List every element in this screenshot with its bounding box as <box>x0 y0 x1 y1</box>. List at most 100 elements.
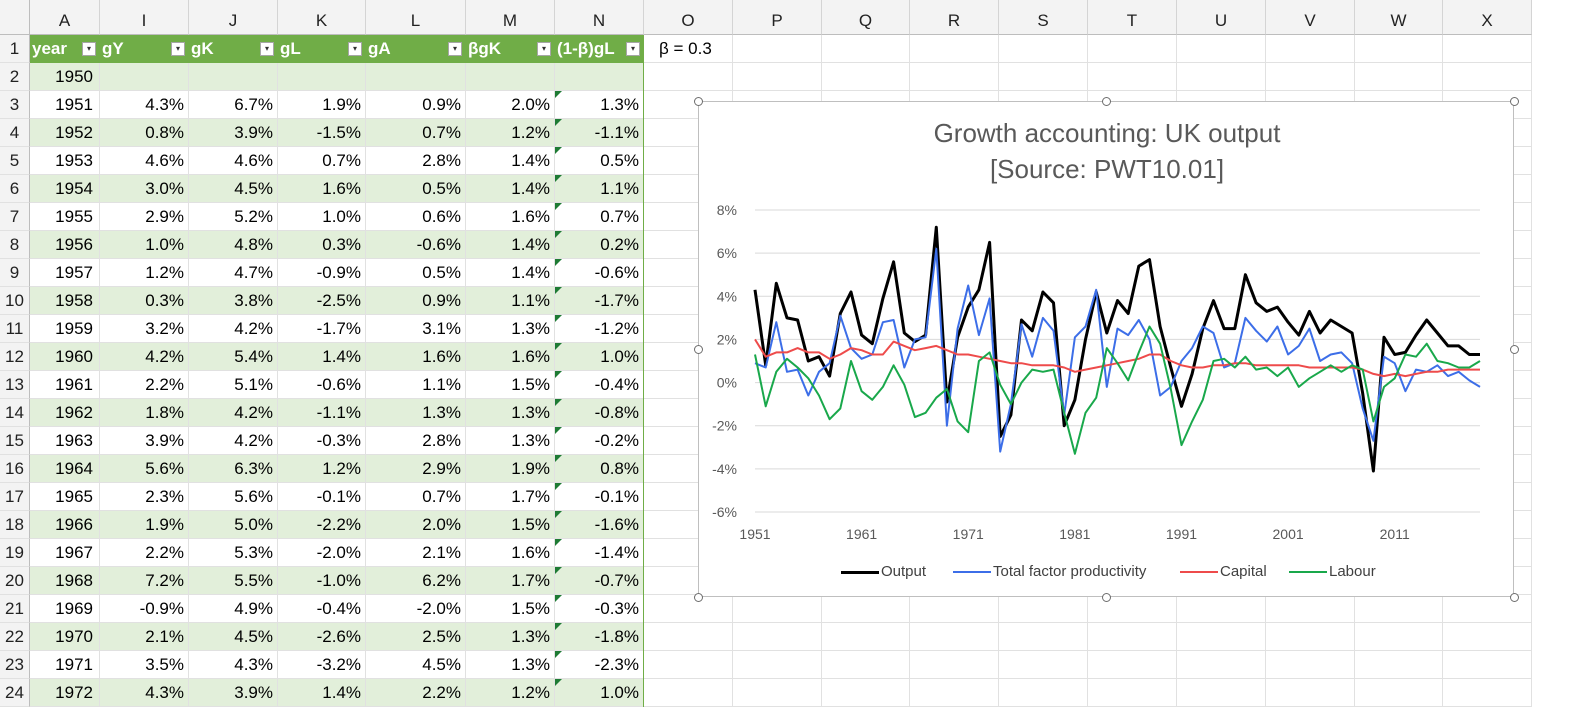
data-cell[interactable]: 0.3% <box>278 231 366 259</box>
empty-cell[interactable] <box>910 651 999 679</box>
data-cell[interactable]: 1.7% <box>466 483 555 511</box>
empty-cell[interactable] <box>1177 35 1266 63</box>
data-cell[interactable]: 4.2% <box>189 427 278 455</box>
empty-cell[interactable] <box>999 679 1088 707</box>
column-header[interactable]: J <box>189 0 278 35</box>
data-cell[interactable]: 0.9% <box>366 287 466 315</box>
select-all-corner[interactable] <box>0 0 30 35</box>
data-cell[interactable]: -2.3% <box>555 651 644 679</box>
empty-cell[interactable] <box>1266 623 1355 651</box>
row-header[interactable]: 24 <box>0 679 30 707</box>
data-cell[interactable]: 1.2% <box>466 679 555 707</box>
year-cell[interactable]: 1956 <box>30 231 100 259</box>
empty-cell[interactable] <box>733 679 822 707</box>
data-cell[interactable]: -1.0% <box>278 567 366 595</box>
data-cell[interactable]: 0.7% <box>278 147 366 175</box>
year-cell[interactable]: 1971 <box>30 651 100 679</box>
row-header[interactable]: 11 <box>0 315 30 343</box>
resize-handle-bottom-middle[interactable] <box>1102 593 1111 602</box>
year-cell[interactable]: 1970 <box>30 623 100 651</box>
data-cell[interactable]: 3.1% <box>366 315 466 343</box>
resize-handle-top-right[interactable] <box>1510 97 1519 106</box>
data-cell[interactable]: 2.9% <box>366 455 466 483</box>
empty-cell[interactable] <box>1177 623 1266 651</box>
year-cell[interactable]: 1950 <box>30 63 100 91</box>
data-cell[interactable]: 1.9% <box>466 455 555 483</box>
data-cell[interactable]: 4.2% <box>100 343 189 371</box>
empty-cell[interactable] <box>1266 651 1355 679</box>
empty-cell[interactable] <box>1177 679 1266 707</box>
data-cell[interactable]: 3.9% <box>189 679 278 707</box>
data-cell[interactable]: 0.8% <box>555 455 644 483</box>
row-header[interactable]: 10 <box>0 287 30 315</box>
empty-cell[interactable] <box>1088 63 1177 91</box>
data-cell[interactable]: 1.3% <box>366 399 466 427</box>
data-cell[interactable]: -0.4% <box>278 595 366 623</box>
data-cell[interactable]: 3.9% <box>100 427 189 455</box>
data-cell[interactable]: -1.1% <box>278 399 366 427</box>
data-cell[interactable]: 2.9% <box>100 203 189 231</box>
data-cell[interactable]: 0.5% <box>366 175 466 203</box>
row-header[interactable]: 2 <box>0 63 30 91</box>
empty-cell[interactable] <box>733 595 822 623</box>
year-cell[interactable]: 1954 <box>30 175 100 203</box>
data-cell[interactable]: 4.3% <box>189 651 278 679</box>
data-cell[interactable]: -2.0% <box>366 595 466 623</box>
data-cell[interactable]: 6.7% <box>189 91 278 119</box>
empty-cell[interactable] <box>1088 651 1177 679</box>
row-header[interactable]: 1 <box>0 35 30 63</box>
data-cell[interactable]: 1.0% <box>278 203 366 231</box>
empty-cell[interactable] <box>733 35 822 63</box>
empty-cell[interactable] <box>910 63 999 91</box>
empty-cell[interactable] <box>1443 63 1532 91</box>
data-cell[interactable]: 1.6% <box>466 539 555 567</box>
data-cell[interactable]: 0.7% <box>555 203 644 231</box>
empty-cell[interactable] <box>999 623 1088 651</box>
resize-handle-bottom-left[interactable] <box>694 593 703 602</box>
data-cell[interactable]: 1.6% <box>466 343 555 371</box>
column-header[interactable]: L <box>366 0 466 35</box>
empty-cell[interactable] <box>822 679 910 707</box>
empty-cell[interactable] <box>1443 651 1532 679</box>
empty-cell[interactable] <box>822 623 910 651</box>
data-cell[interactable]: -0.6% <box>366 231 466 259</box>
column-header[interactable]: P <box>733 0 822 35</box>
empty-cell[interactable] <box>1443 623 1532 651</box>
empty-cell[interactable] <box>1355 623 1443 651</box>
row-header[interactable]: 9 <box>0 259 30 287</box>
data-cell[interactable]: 1.5% <box>466 595 555 623</box>
data-cell[interactable]: 4.2% <box>189 315 278 343</box>
data-cell[interactable]: -1.2% <box>555 315 644 343</box>
column-header[interactable]: M <box>466 0 555 35</box>
data-cell[interactable]: 0.6% <box>366 203 466 231</box>
row-header[interactable]: 19 <box>0 539 30 567</box>
year-cell[interactable]: 1964 <box>30 455 100 483</box>
data-cell[interactable]: 3.2% <box>100 315 189 343</box>
empty-cell[interactable] <box>910 595 999 623</box>
data-cell[interactable]: 7.2% <box>100 567 189 595</box>
data-cell[interactable]: 2.8% <box>366 147 466 175</box>
column-header[interactable]: R <box>910 0 999 35</box>
data-cell[interactable]: 5.2% <box>189 203 278 231</box>
data-cell[interactable]: -2.2% <box>278 511 366 539</box>
data-cell[interactable]: 5.1% <box>189 371 278 399</box>
data-cell[interactable]: 6.2% <box>366 567 466 595</box>
column-header[interactable]: X <box>1443 0 1532 35</box>
data-cell[interactable]: 1.4% <box>466 175 555 203</box>
year-cell[interactable]: 1955 <box>30 203 100 231</box>
legend-item[interactable]: Total factor productivity <box>953 561 1146 583</box>
empty-cell[interactable] <box>1266 63 1355 91</box>
data-cell[interactable]: 2.1% <box>366 539 466 567</box>
data-cell[interactable]: 4.5% <box>366 651 466 679</box>
empty-cell[interactable] <box>1088 595 1177 623</box>
empty-cell[interactable] <box>644 679 733 707</box>
year-cell[interactable]: 1972 <box>30 679 100 707</box>
data-cell[interactable]: -2.5% <box>278 287 366 315</box>
filter-dropdown-icon[interactable]: ▾ <box>626 42 640 56</box>
empty-cell[interactable] <box>1355 679 1443 707</box>
data-cell[interactable]: 4.3% <box>100 91 189 119</box>
data-cell[interactable]: 3.0% <box>100 175 189 203</box>
empty-cell[interactable] <box>1355 651 1443 679</box>
data-cell[interactable]: 2.1% <box>100 623 189 651</box>
data-cell[interactable]: 1.2% <box>100 259 189 287</box>
